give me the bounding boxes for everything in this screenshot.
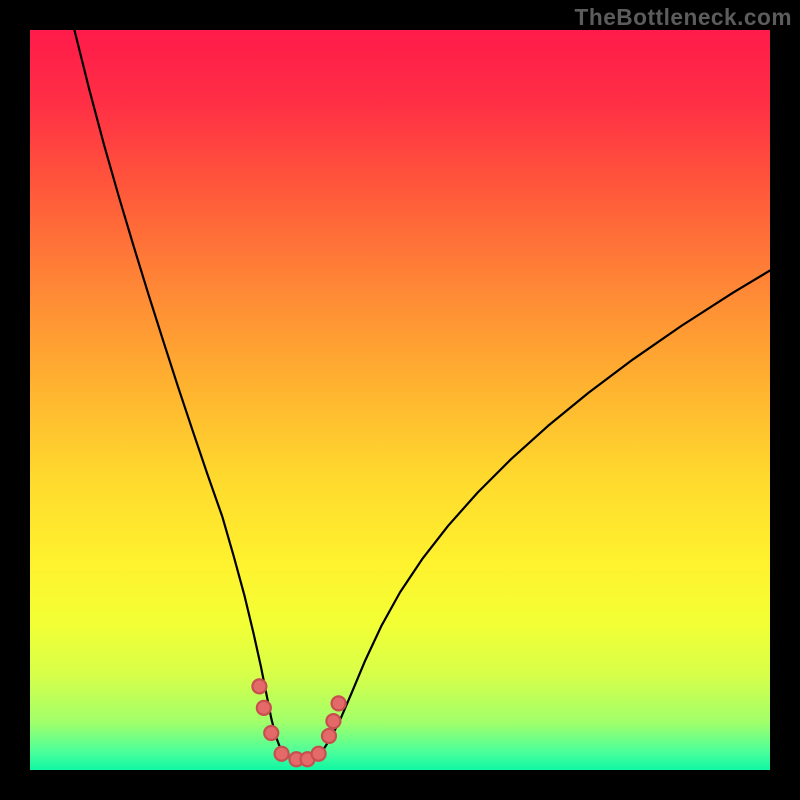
gradient-background: [30, 30, 770, 770]
watermark-text: TheBottleneck.com: [575, 4, 792, 31]
marker-dot: [326, 714, 340, 728]
marker-dot: [322, 729, 336, 743]
marker-dot: [312, 747, 326, 761]
marker-dot: [264, 726, 278, 740]
chart-frame: TheBottleneck.com: [0, 0, 800, 800]
plot-area: [30, 30, 770, 770]
marker-dot: [257, 701, 271, 715]
marker-dot: [332, 696, 346, 710]
marker-dot: [275, 747, 289, 761]
chart-svg: [30, 30, 770, 770]
marker-dot: [252, 679, 266, 693]
